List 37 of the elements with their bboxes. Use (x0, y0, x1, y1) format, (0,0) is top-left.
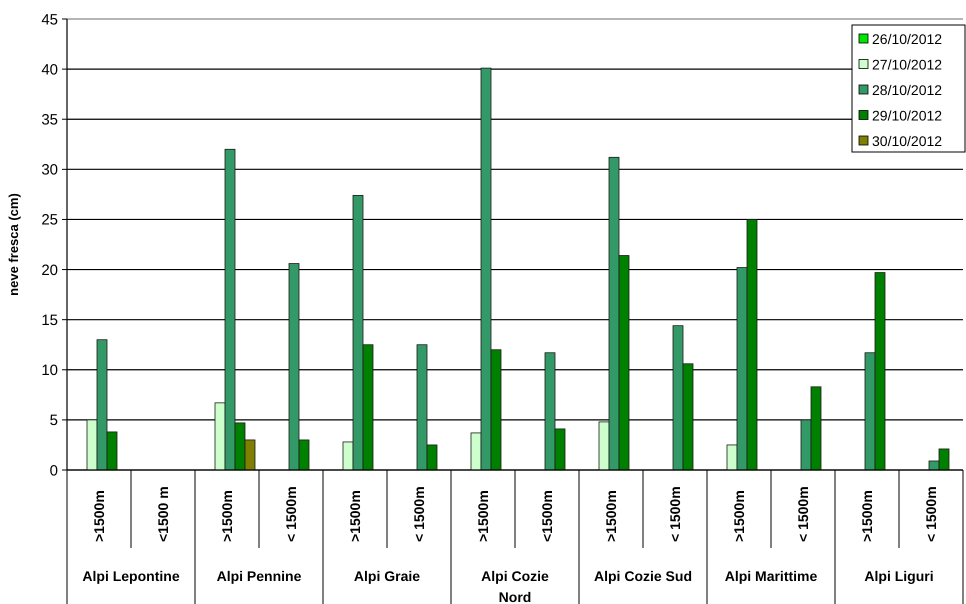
x-tick-label: >1500m (602, 490, 619, 542)
x-tick-label: >1500m (858, 490, 875, 542)
legend-label: 29/10/2012 (872, 107, 942, 124)
y-tick-label: 15 (41, 312, 58, 329)
text: Alpi Pennine (216, 568, 302, 584)
x-tick-label: < 1500m (410, 486, 427, 542)
x-tick-label: < 1500m (794, 486, 811, 542)
x-tick-label: >1500m (218, 490, 235, 542)
x-tick-label: < 1500m (922, 486, 939, 542)
legend-label: 26/10/2012 (872, 30, 942, 47)
text: Alpi Lepontine (82, 568, 180, 584)
y-tick-label: 0 (50, 462, 58, 480)
y-tick-label: 30 (41, 162, 58, 179)
x-tick-label: <1500 m (154, 486, 171, 542)
text: Alpi Graie (354, 568, 420, 584)
x-tick-label: >1500m (90, 490, 107, 542)
y-tick-label: 40 (41, 61, 58, 78)
y-tick-label: 20 (41, 262, 58, 279)
text: Alpi Liguri (864, 568, 934, 584)
y-tick-label: 25 (41, 212, 58, 229)
y-tick-label: 35 (41, 111, 58, 128)
y-axis-title: neve fresca (cm) (6, 193, 21, 296)
x-tick-label: >1500m (346, 490, 363, 542)
y-tick-label: 10 (41, 362, 58, 380)
legend-label: 30/10/2012 (872, 132, 942, 149)
text: Alpi Cozie Sud (594, 568, 692, 584)
text: Alpi Cozie Nord (481, 568, 550, 604)
x-tick-label: >1500m (474, 490, 491, 542)
legend-label: 28/10/2012 (872, 82, 942, 98)
x-tick-label: < 1500m (282, 486, 299, 542)
x-tick-label: < 1500m (666, 486, 683, 542)
legend-label: 27/10/2012 (872, 56, 942, 72)
x-tick-label: <1500m (538, 490, 555, 542)
y-tick-label: 5 (50, 412, 58, 430)
text: Alpi Marittime (724, 568, 818, 584)
y-tick-label: 45 (41, 11, 58, 28)
x-tick-label: >1500m (730, 490, 747, 542)
